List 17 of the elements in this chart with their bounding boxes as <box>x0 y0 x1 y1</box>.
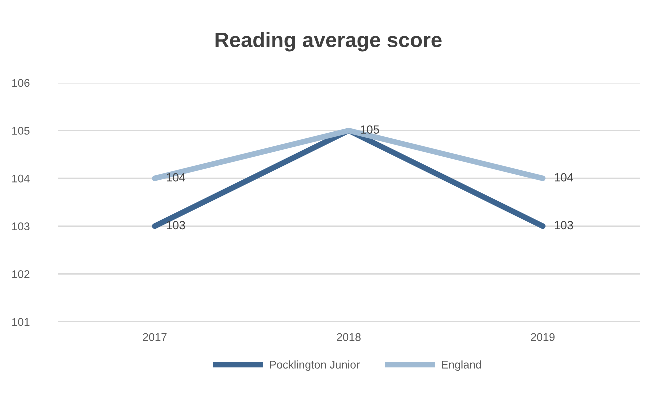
y-tick-label: 105 <box>12 127 30 135</box>
legend-label: England <box>442 360 482 372</box>
y-tick-label: 101 <box>12 318 30 326</box>
x-tick-label: 2019 <box>531 333 555 342</box>
x-tick-label: 2017 <box>143 333 167 342</box>
y-tick-label: 103 <box>12 222 30 231</box>
x-tick-label: 2018 <box>337 333 361 342</box>
data-label: 103 <box>555 221 574 230</box>
y-tick-label: 104 <box>12 174 30 183</box>
y-tick-label: 102 <box>12 270 30 278</box>
data-label: 104 <box>555 173 574 182</box>
legend-label: Pocklington Junior <box>270 360 360 372</box>
chart-title: Reading average score <box>216 32 442 52</box>
y-tick-label: 106 <box>12 79 30 88</box>
data-label: 105 <box>361 126 380 134</box>
data-label: 104 <box>167 173 186 182</box>
data-label: 103 <box>167 221 186 230</box>
